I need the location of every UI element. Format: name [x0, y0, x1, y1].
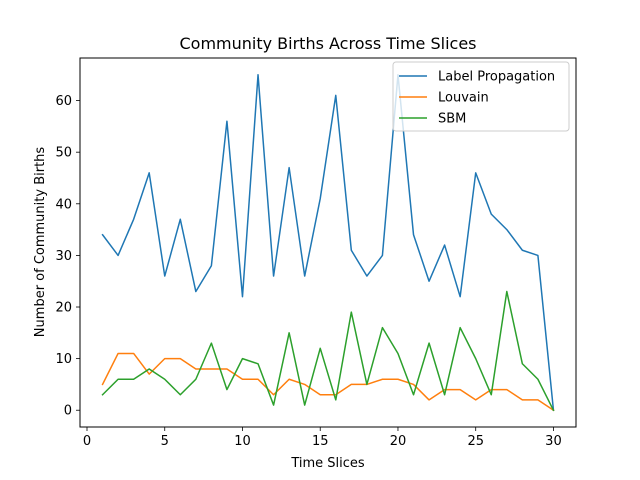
- x-tick-label: 5: [161, 434, 169, 449]
- series-line-louvain: [101, 352, 555, 412]
- x-axis-label: Time Slices: [290, 456, 365, 471]
- y-tick-label: 60: [55, 94, 72, 109]
- series-layer: [101, 74, 555, 412]
- series-line-sbm: [101, 290, 555, 412]
- y-tick-label: 0: [64, 404, 72, 419]
- x-tick-label: 0: [83, 434, 91, 449]
- x-tick-label: 15: [312, 434, 329, 449]
- legend-label-louvain: Louvain: [438, 91, 489, 106]
- y-tick-label: 40: [55, 197, 72, 212]
- x-tick-label: 20: [390, 434, 407, 449]
- plot-area: [79, 57, 577, 428]
- x-tick-label: 30: [545, 434, 562, 449]
- legend: Label Propagation Louvain SBM: [392, 61, 570, 132]
- y-tick-label: 10: [55, 352, 72, 367]
- y-tick-label: 30: [55, 249, 72, 264]
- legend-label-label-propagation: Label Propagation: [438, 70, 555, 85]
- x-tick-label: 25: [467, 434, 484, 449]
- y-axis-label: Number of Community Births: [33, 147, 48, 338]
- x-tick-label: 10: [234, 434, 251, 449]
- legend-label-sbm: SBM: [438, 112, 466, 127]
- axes-frame: [79, 57, 577, 428]
- y-axis-ticks: 0 10 20 30 40 50 60: [55, 94, 80, 419]
- legend-box: [392, 61, 570, 132]
- y-tick-label: 50: [55, 146, 72, 161]
- chart-title: Community Births Across Time Slices: [179, 34, 476, 53]
- series-line-label-propagation: [101, 74, 555, 412]
- x-axis-ticks: 0 5 10 15 20 25 30: [83, 427, 562, 449]
- y-tick-label: 20: [55, 301, 72, 316]
